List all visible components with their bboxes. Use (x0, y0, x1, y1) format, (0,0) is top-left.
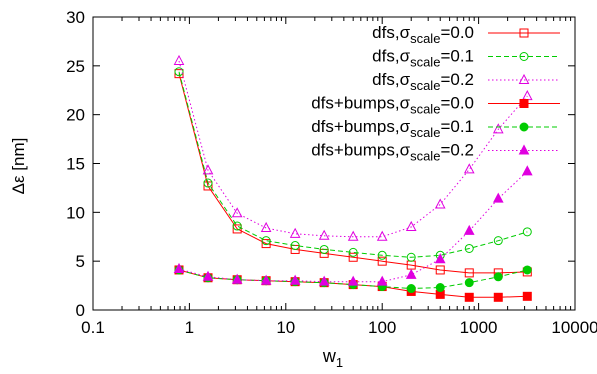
data-point-triangle (434, 198, 446, 209)
data-point-square (348, 252, 358, 262)
data-point-circle (290, 241, 300, 251)
series-line (178, 73, 528, 274)
series-line (178, 170, 528, 283)
y-tick-label: 15 (66, 155, 85, 174)
data-point-circle (261, 236, 271, 246)
y-axis-label: Δε [nm] (9, 138, 28, 195)
legend-label: dfs+bumps,σscale=0.1 (311, 117, 474, 140)
data-point-triangle (492, 192, 504, 203)
x-tick-label: 1 (185, 318, 194, 337)
legend-marker (519, 99, 529, 108)
x-tick-label: 10000 (551, 318, 597, 337)
data-point-triangle (347, 275, 359, 286)
data-point-triangle (405, 220, 417, 231)
data-point-triangle (231, 273, 243, 284)
data-point-square (464, 268, 474, 278)
y-tick-label: 10 (66, 203, 85, 222)
data-point-triangle (202, 164, 214, 175)
data-point-circle (522, 227, 532, 237)
legend-entry: dfs,σscale=0.0 (372, 23, 560, 46)
legend-entry: dfs+bumps,σscale=0.1 (311, 117, 560, 140)
legend-marker (519, 28, 529, 38)
x-tick-label: 1000 (460, 318, 498, 337)
data-point-square (464, 292, 474, 302)
legend-marker (518, 73, 530, 84)
data-point-triangle (521, 90, 533, 101)
data-point-circle (319, 244, 329, 254)
data-point-square (522, 291, 532, 301)
legend-entry: dfs+bumps,σscale=0.0 (311, 94, 560, 117)
y-tick-label: 20 (66, 106, 85, 125)
data-point-circle (232, 221, 242, 231)
data-point-square (377, 256, 387, 266)
data-point-square (261, 239, 271, 249)
data-point-triangle (521, 165, 533, 176)
data-point-triangle (289, 227, 301, 238)
data-point-triangle (434, 253, 446, 264)
y-tick-label: 25 (66, 57, 85, 76)
y-tick-label: 30 (66, 8, 85, 27)
x-tick-label: 0.1 (81, 318, 105, 337)
data-point-circle (435, 283, 445, 293)
data-point-circle (174, 67, 184, 77)
data-point-triangle (376, 275, 388, 286)
series-2 (174, 67, 532, 262)
data-point-triangle (260, 221, 272, 232)
data-point-triangle (260, 274, 272, 285)
y-tick-label: 5 (76, 252, 85, 271)
data-point-circle (493, 236, 503, 246)
x-axis-label-main: w (322, 346, 337, 366)
data-point-triangle (231, 207, 243, 218)
data-point-circle (522, 265, 532, 275)
data-point-triangle (463, 163, 475, 174)
data-point-triangle (289, 274, 301, 285)
legend-marker (519, 52, 529, 61)
legend: dfs,σscale=0.0dfs,σscale=0.1dfs,σscale=0… (311, 23, 560, 164)
legend-entry: dfs,σscale=0.1 (372, 47, 560, 70)
legend-entry: dfs+bumps,σscale=0.2 (311, 141, 560, 164)
legend-label: dfs+bumps,σscale=0.0 (311, 94, 474, 117)
data-point-circle (406, 284, 416, 294)
data-point-circle (464, 278, 474, 288)
data-point-triangle (202, 270, 214, 281)
data-point-triangle (318, 229, 330, 240)
series-3 (173, 54, 533, 241)
x-axis-label: w1 (322, 346, 343, 370)
series-line (178, 60, 528, 238)
legend-label: dfs,σscale=0.0 (372, 23, 474, 46)
data-point-square (493, 292, 503, 302)
data-point-circle (377, 250, 387, 260)
data-point-square (232, 224, 242, 234)
plot-frame (92, 16, 576, 311)
data-point-triangle (318, 275, 330, 286)
data-point-circle (203, 178, 213, 188)
data-point-square (435, 265, 445, 275)
legend-marker (518, 144, 530, 155)
x-tick-label: 10 (276, 318, 295, 337)
tick-layer: 0 5 10 15 20 25 30 0.1 1 10 100 1000 10000 (66, 8, 597, 337)
data-point-triangle (347, 230, 359, 241)
data-point-circle (464, 243, 474, 253)
data-point-triangle (173, 262, 185, 273)
x-tick-label: 100 (368, 318, 396, 337)
legend-label: dfs+bumps,σscale=0.2 (311, 141, 474, 164)
data-point-triangle (376, 230, 388, 241)
series-line (178, 71, 528, 258)
series-6 (173, 165, 533, 286)
legend-marker (519, 122, 529, 132)
legend-label: dfs,σscale=0.2 (372, 70, 474, 93)
data-point-circle (406, 252, 416, 262)
legend-label: dfs,σscale=0.1 (372, 47, 474, 70)
legend-entry: dfs,σscale=0.2 (372, 70, 560, 93)
data-point-circle (348, 247, 358, 257)
data-point-triangle (463, 224, 475, 235)
y-tick-label: 0 (76, 301, 85, 320)
data-point-circle (493, 272, 503, 282)
x-axis-label-sub: 1 (336, 355, 343, 370)
series-layer (173, 54, 533, 302)
data-point-triangle (173, 54, 185, 65)
data-point-triangle (405, 268, 417, 279)
data-point-triangle (492, 123, 504, 134)
